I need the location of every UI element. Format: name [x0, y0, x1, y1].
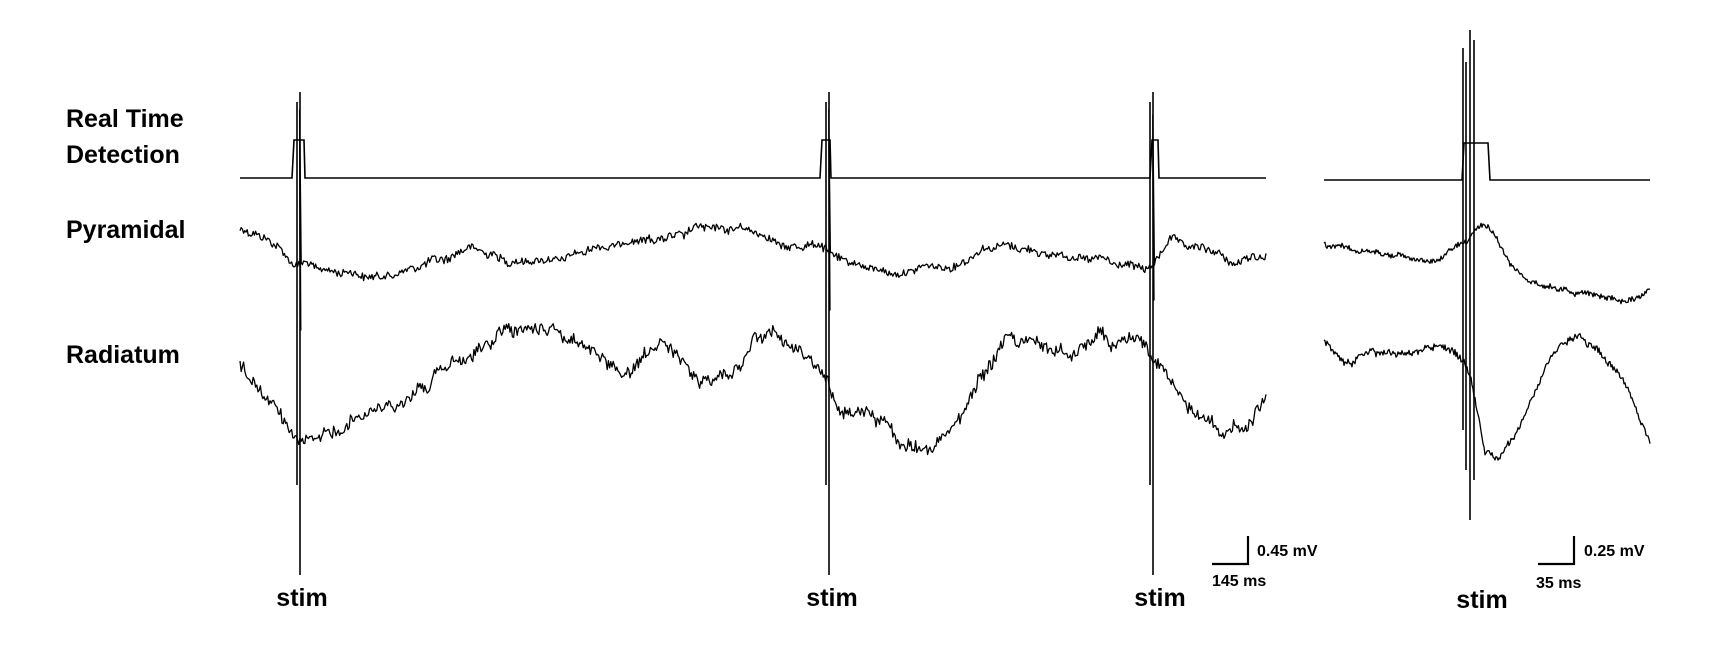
row-label-pyramidal: Pyramidal [66, 216, 186, 244]
pyramidal-trace-inset [1323, 222, 1651, 305]
main-panel: stim stim stim 0.45 mV 145 ms [239, 92, 1318, 612]
radiatum-trace-main [239, 323, 1267, 456]
scale-amplitude-inset: 0.25 mV [1584, 543, 1645, 560]
stim-artifact-inset [1462, 30, 1475, 520]
scale-bar-inset [1538, 536, 1576, 566]
stim-label-1: stim [276, 584, 327, 612]
detection-trace-inset [1324, 142, 1650, 181]
scale-amplitude-main: 0.45 mV [1257, 543, 1318, 560]
inset-panel: stim 0.25 mV 35 ms [1323, 30, 1651, 614]
scale-time-main: 145 ms [1212, 573, 1266, 590]
row-label-radiatum: Radiatum [66, 341, 180, 369]
detection-trace-main [240, 139, 1266, 179]
stim-artifacts-main [296, 92, 1154, 575]
pyramidal-trace-main [239, 109, 1267, 331]
scale-bar-main [1212, 536, 1250, 566]
stim-label-inset: stim [1456, 586, 1507, 614]
row-label-detection-line1: Real Time [66, 105, 184, 133]
stim-label-2: stim [806, 584, 857, 612]
stim-label-3: stim [1134, 584, 1185, 612]
row-label-detection-line2: Detection [66, 141, 180, 169]
radiatum-trace-inset [1323, 333, 1651, 461]
scale-time-inset: 35 ms [1536, 575, 1581, 592]
